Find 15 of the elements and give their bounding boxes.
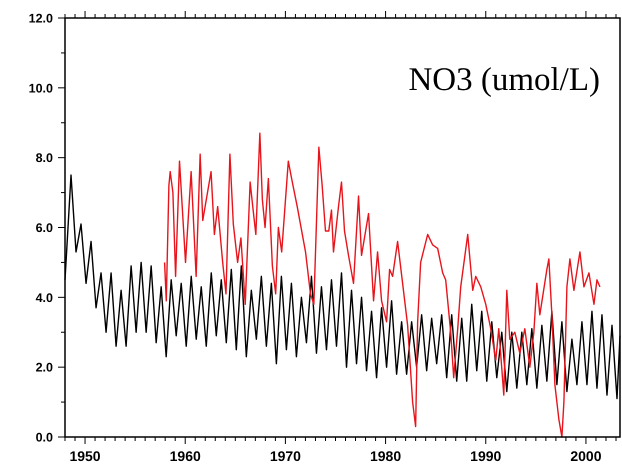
x-tick-label: 1990 (470, 448, 502, 464)
x-tick-label: 1950 (69, 448, 101, 464)
x-tick-label: 1960 (170, 448, 201, 464)
annotation: NO3 (umol/L) (408, 62, 600, 98)
y-tick-label: 2.0 (36, 360, 54, 375)
y-tick-label: 8.0 (36, 151, 54, 166)
x-tick-label: 1970 (270, 448, 302, 464)
y-tick-label: 6.0 (36, 221, 54, 235)
x-tick-label: 1980 (370, 448, 402, 464)
y-tick-label: 10.0 (28, 81, 54, 96)
line-series (164, 132, 601, 438)
y-tick-label: 4.0 (36, 290, 54, 305)
y-tick-label: 0.0 (36, 430, 54, 444)
x-tick-label: 2000 (570, 448, 602, 464)
y-tick-label: 12.0 (28, 12, 54, 26)
